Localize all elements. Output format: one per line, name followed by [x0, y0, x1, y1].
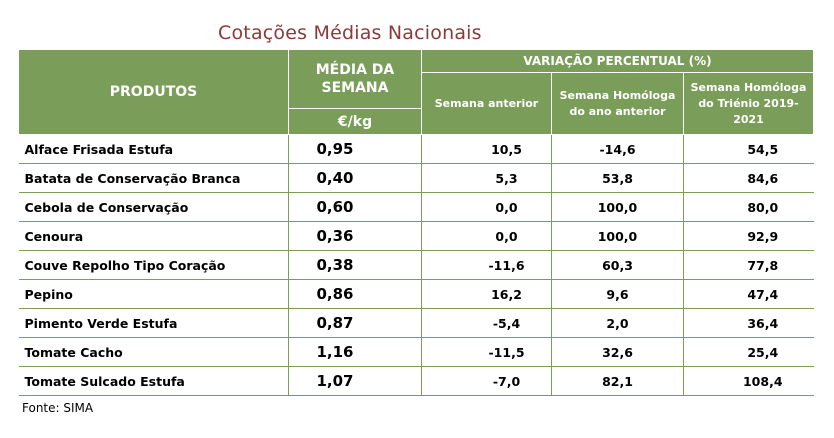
header-variacao: VARIAÇÃO PERCENTUAL (%)	[420, 49, 815, 73]
trienio-cell: 77,8	[682, 250, 814, 280]
trienio-cell: 108,4	[682, 366, 814, 396]
semana-anterior-cell: -11,6	[421, 250, 552, 280]
trienio-cell: 80,0	[682, 192, 814, 222]
table-row: Pepino 0,86 16,2 9,6 47,4	[18, 279, 814, 309]
semana-anterior-cell: 5,3	[421, 163, 552, 193]
trienio-cell: 92,9	[682, 221, 814, 251]
ano-anterior-cell: 2,0	[551, 308, 684, 338]
ano-anterior-cell: 32,6	[551, 337, 684, 367]
product-name-cell: Pimento Verde Estufa	[18, 308, 289, 338]
header-media-semana: MÉDIA DA SEMANA	[288, 49, 422, 109]
header-produtos: PRODUTOS	[18, 49, 289, 135]
table-row: Pimento Verde Estufa 0,87 -5,4 2,0 36,4	[18, 308, 814, 338]
media-value-cell: 0,38	[288, 250, 422, 280]
product-name-cell: Tomate Sulcado Estufa	[18, 366, 289, 396]
media-value-cell: 0,60	[288, 192, 422, 222]
table-row: Tomate Sulcado Estufa 1,07 -7,0 82,1 108,4	[18, 366, 814, 396]
trienio-cell: 25,4	[682, 337, 814, 367]
semana-anterior-cell: -5,4	[421, 308, 552, 338]
media-value-cell: 0,95	[288, 134, 422, 164]
media-value-cell: 0,86	[288, 279, 422, 309]
product-name-cell: Cenoura	[18, 221, 289, 251]
trienio-cell: 54,5	[682, 134, 814, 164]
product-name-cell: Tomate Cacho	[18, 337, 289, 367]
header-homologa-ano: Semana Homóloga do ano anterior	[551, 72, 684, 135]
header-unit: €/kg	[288, 108, 422, 135]
header-homologa-trienio: Semana Homóloga do Triénio 2019-2021	[682, 72, 815, 135]
semana-anterior-cell: -7,0	[421, 366, 552, 396]
ano-anterior-cell: 9,6	[551, 279, 684, 309]
product-name-cell: Batata de Conservação Branca	[18, 163, 289, 193]
table-row: Alface Frisada Estufa 0,95 10,5 -14,6 54,5	[18, 134, 814, 164]
trienio-cell: 36,4	[682, 308, 814, 338]
product-name-cell: Couve Repolho Tipo Coração	[18, 250, 289, 280]
table-row: Tomate Cacho 1,16 -11,5 32,6 25,4	[18, 337, 814, 367]
ano-anterior-cell: 53,8	[551, 163, 684, 193]
header-semana-anterior: Semana anterior	[421, 72, 552, 135]
semana-anterior-cell: 16,2	[421, 279, 552, 309]
table-row: Cebola de Conservação 0,60 0,0 100,0 80,0	[18, 192, 814, 222]
ano-anterior-cell: 82,1	[551, 366, 684, 396]
media-value-cell: 0,87	[288, 308, 422, 338]
product-name-cell: Pepino	[18, 279, 289, 309]
media-value-cell: 0,40	[288, 163, 422, 193]
ano-anterior-cell: -14,6	[551, 134, 684, 164]
trienio-cell: 84,6	[682, 163, 814, 193]
price-table: PRODUTOS MÉDIA DA SEMANA VARIAÇÃO PERCEN…	[18, 49, 815, 396]
product-name-cell: Alface Frisada Estufa	[18, 134, 289, 164]
table-row: Cenoura 0,36 0,0 100,0 92,9	[18, 221, 814, 251]
semana-anterior-cell: 0,0	[421, 221, 552, 251]
media-value-cell: 1,16	[288, 337, 422, 367]
page-title: Cotações Médias Nacionais	[218, 22, 482, 44]
media-value-cell: 0,36	[288, 221, 422, 251]
product-name-cell: Cebola de Conservação	[18, 192, 289, 222]
ano-anterior-cell: 100,0	[551, 192, 684, 222]
trienio-cell: 47,4	[682, 279, 814, 309]
source-note: Fonte: SIMA	[22, 401, 94, 415]
media-value-cell: 1,07	[288, 366, 422, 396]
ano-anterior-cell: 60,3	[551, 250, 684, 280]
ano-anterior-cell: 100,0	[551, 221, 684, 251]
table-row: Batata de Conservação Branca 0,40 5,3 53,8 8…	[18, 163, 814, 193]
table-row: Couve Repolho Tipo Coração 0,38 -11,6 60,3 7…	[18, 250, 814, 280]
semana-anterior-cell: 0,0	[421, 192, 552, 222]
semana-anterior-cell: 10,5	[421, 134, 552, 164]
semana-anterior-cell: -11,5	[421, 337, 552, 367]
